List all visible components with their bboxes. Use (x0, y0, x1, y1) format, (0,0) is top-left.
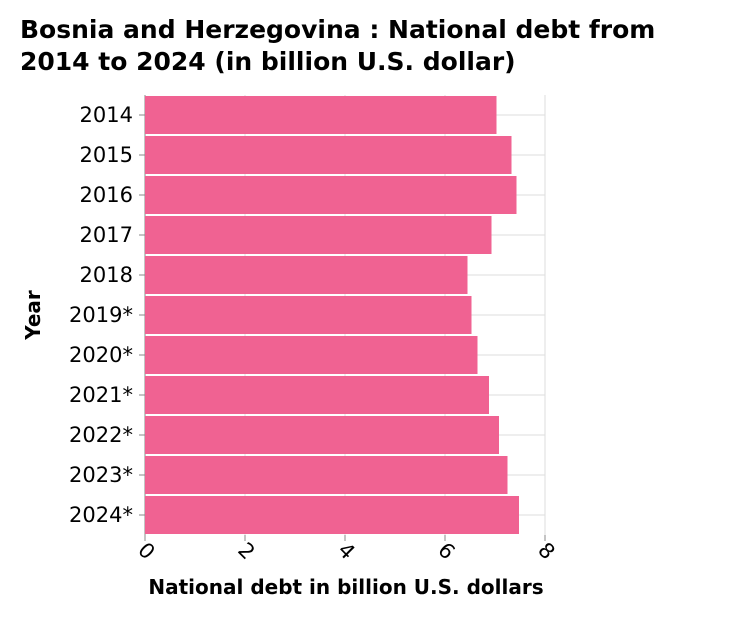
y-tick-label: 2023* (69, 463, 133, 487)
bar (145, 136, 512, 174)
x-tick-labels: 0 2 4 6 8 (133, 538, 559, 564)
bars (145, 96, 519, 534)
y-tick-label: 2020* (69, 343, 133, 367)
chart-title: Bosnia and Herzegovina : National debt f… (20, 15, 656, 76)
y-tick-label: 2014 (80, 103, 133, 127)
y-tick-label: 2015 (80, 143, 133, 167)
x-tick-label: 0 (133, 538, 159, 564)
x-tick-label: 4 (333, 538, 359, 564)
y-tick-label: 2018 (80, 263, 133, 287)
x-tick-label: 8 (533, 538, 559, 564)
bar (145, 376, 489, 414)
bar (145, 176, 517, 214)
bar (145, 496, 519, 534)
y-tick-label: 2017 (80, 223, 133, 247)
y-tick-label: 2022* (69, 423, 133, 447)
bar (145, 456, 508, 494)
x-tick-label: 2 (233, 538, 259, 564)
y-tick-label: 2016 (80, 183, 133, 207)
y-tick-labels: 2014 2015 2016 2017 2018 2019* 2020* 2021* 2022*… (69, 103, 145, 527)
x-axis-title: National debt in billion U.S. dollars (148, 575, 543, 599)
y-tick-label: 2024* (69, 503, 133, 527)
bar (145, 416, 499, 454)
bar (145, 296, 472, 334)
bar (145, 256, 468, 294)
x-tick-label: 6 (433, 538, 459, 564)
bar (145, 96, 497, 134)
bar (145, 336, 478, 374)
bar (145, 216, 492, 254)
y-tick-label: 2019* (69, 303, 133, 327)
y-tick-label: 2021* (69, 383, 133, 407)
y-axis-title: Year (21, 290, 45, 341)
